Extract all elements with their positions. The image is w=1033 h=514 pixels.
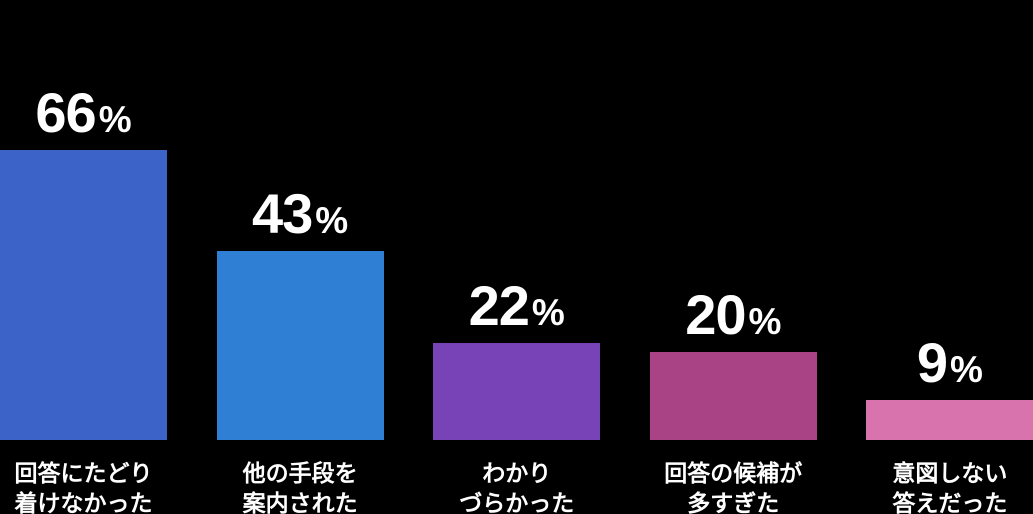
category-label-line1: わかり [482, 460, 552, 486]
category-label-line1: 回答にたどり [14, 460, 153, 486]
value-number: 22 [468, 274, 530, 337]
percent-sign: % [98, 99, 132, 140]
bar-area: 22% [433, 0, 601, 440]
category-label-line2: 着けなかった [14, 490, 153, 514]
bar [649, 352, 817, 440]
category-label-line1: 回答の候補が [664, 460, 803, 486]
value-label: 9% [917, 335, 983, 391]
percent-sign: % [315, 200, 349, 241]
bar-group-guided-to-other-means: 43% 他の手段を 案内された [216, 0, 384, 514]
bar-group-unintended-answer: 9% 意図しない 答えだった [866, 0, 1033, 514]
percent-sign: % [531, 292, 565, 333]
value-number: 9 [916, 331, 948, 394]
bar-group-answer-not-reached: 66% 回答にたどり 着けなかった [0, 0, 167, 514]
category-label: わかり づらかった [433, 458, 600, 514]
category-label-line1: 意図しない [892, 460, 1008, 486]
bar-area: 66% [0, 0, 167, 440]
bar [866, 400, 1033, 440]
category-label-line2: 案内された [242, 490, 358, 514]
value-label: 66% [35, 85, 131, 141]
bar [433, 343, 601, 440]
value-number: 66 [35, 81, 96, 144]
bar [0, 150, 167, 440]
value-label: 20% [685, 287, 781, 343]
value-label: 43% [252, 186, 348, 242]
category-label: 回答にたどり 着けなかった [0, 458, 167, 514]
bar-group-too-many-candidates: 20% 回答の候補が 多すぎた [649, 0, 817, 514]
category-label-line2: 答えだった [892, 490, 1008, 514]
bar-area: 9% [866, 0, 1033, 440]
category-label: 意図しない 答えだった [866, 458, 1033, 514]
category-label: 回答の候補が 多すぎた [650, 458, 817, 514]
bar [216, 251, 384, 440]
category-label-line2: 多すぎた [687, 490, 780, 514]
value-number: 43 [251, 182, 313, 245]
percent-sign: % [748, 301, 782, 342]
value-label: 22% [469, 278, 565, 334]
percent-sign: % [950, 349, 983, 390]
category-label: 他の手段を 案内された [217, 458, 384, 514]
category-label-line2: づらかった [459, 490, 575, 514]
bar-group-hard-to-understand: 22% わかり づらかった [433, 0, 601, 514]
value-number: 20 [685, 283, 746, 346]
bar-area: 43% [216, 0, 384, 440]
bar-area: 20% [649, 0, 817, 440]
category-label-line1: 他の手段を [242, 460, 358, 486]
